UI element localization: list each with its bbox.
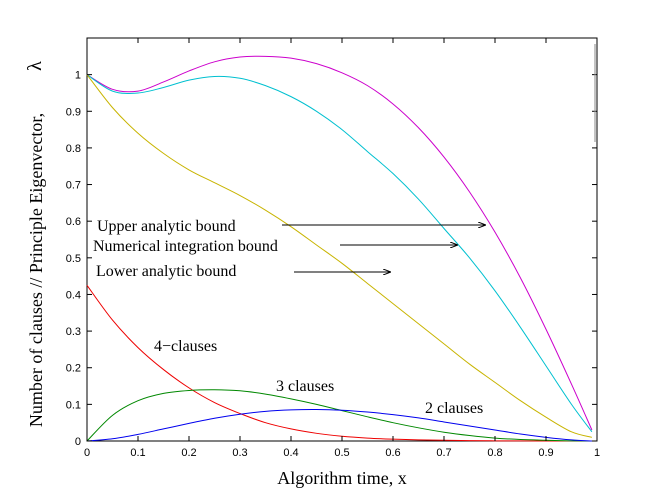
x-tick-label: 0.2: [181, 447, 196, 459]
x-tick-label: 0.4: [283, 447, 298, 459]
y-axis-lambda: λ: [24, 61, 46, 71]
series-line-numerical: [86, 74, 593, 433]
series-line-upper: [86, 55, 593, 431]
x-tick-label: 1: [594, 447, 600, 459]
series-group: [86, 55, 593, 442]
y-tick-label: 1: [75, 70, 81, 82]
y-tick-label: 0.9: [66, 106, 81, 118]
label-2-clauses: 2 clauses: [425, 400, 483, 417]
annotation-numerical-bound: Numerical integration bound: [93, 238, 278, 255]
x-tick-label: 0.8: [487, 447, 502, 459]
x-axis-title: Algorithm time, x: [277, 468, 407, 488]
series-line-clauses2: [86, 408, 592, 442]
y-tick-label: 0.1: [66, 399, 81, 411]
y-tick-label: 0.5: [66, 253, 81, 265]
y-tick-label: 0: [75, 436, 81, 448]
x-tick-label: 0: [84, 447, 90, 459]
label-4-clauses: 4−clauses: [154, 338, 217, 355]
y-tick-label: 0.4: [66, 289, 81, 301]
label-3-clauses: 3 clauses: [276, 378, 334, 395]
y-tick-label: 0.7: [66, 180, 81, 192]
y-axis-title: Number of clauses // Principle Eigenvect…: [26, 113, 46, 427]
annotation-upper-bound: Upper analytic bound: [97, 218, 236, 235]
x-tick-label: 0.9: [538, 447, 553, 459]
y-tick-label: 0.3: [66, 326, 81, 338]
x-tick-label: 0.3: [232, 447, 247, 459]
x-tick-label: 0.7: [436, 447, 451, 459]
y-tick-label: 0.8: [66, 143, 81, 155]
ticks-group: 0 0.1 0.2 0.3 0.4 0.5 0.6 0.7 0.8 0.9 1 0 0.1 0.2 0.3 0…: [66, 38, 600, 459]
plot-area: [86, 37, 598, 442]
annotation-lower-bound: Lower analytic bound: [96, 263, 236, 280]
x-tick-label: 0.1: [130, 447, 145, 459]
x-tick-label: 0.6: [385, 447, 400, 459]
y-tick-label: 0.6: [66, 216, 81, 228]
series-line-lower: [86, 74, 593, 438]
x-tick-label: 0.5: [334, 447, 349, 459]
y-tick-label: 0.2: [66, 363, 81, 375]
